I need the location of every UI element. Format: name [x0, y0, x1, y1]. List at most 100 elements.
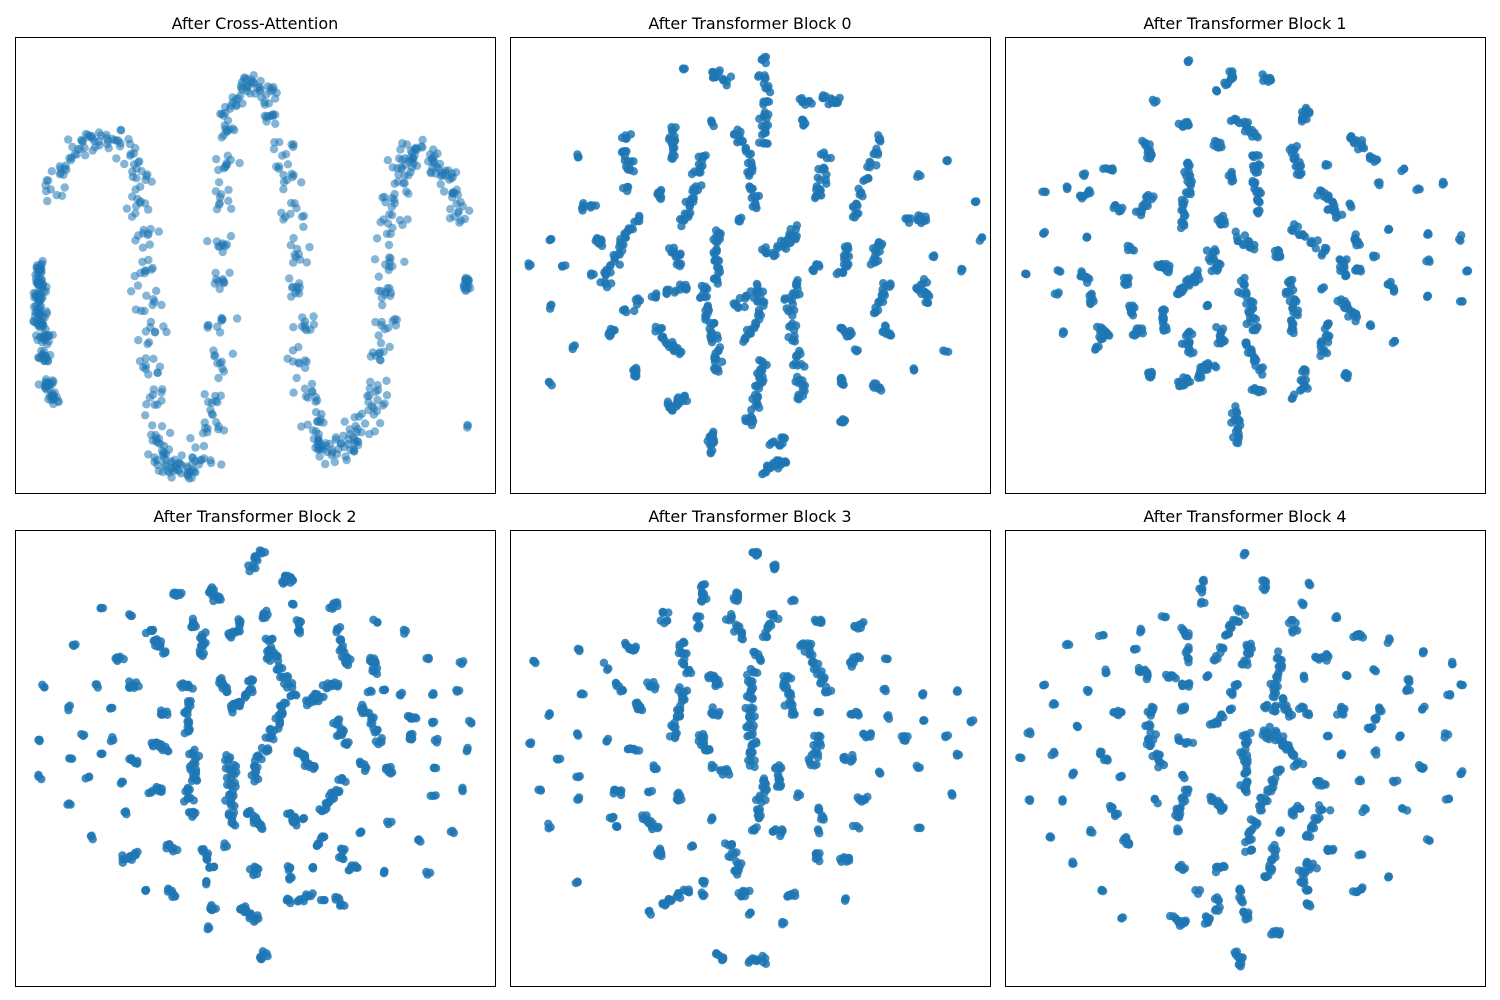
scatter-point [1255, 801, 1264, 811]
scatter-point [190, 467, 199, 476]
scatter-point [917, 218, 926, 228]
scatter-point [1228, 172, 1237, 182]
scatter-point [210, 352, 219, 361]
scatter-point [853, 652, 863, 661]
scatter-point [1322, 349, 1332, 358]
scatter-point [708, 814, 717, 823]
scatter-point [792, 231, 801, 241]
scatter-point [220, 682, 230, 691]
scatter-point [623, 182, 632, 192]
scatter-point [1253, 167, 1263, 177]
scatter-point [283, 571, 293, 581]
scatter-point [1370, 747, 1379, 757]
scatter-point [433, 734, 442, 744]
scatter-point [1385, 634, 1394, 643]
scatter-point [378, 685, 388, 695]
scatter-point [758, 287, 768, 296]
scatter-point [574, 773, 583, 782]
scatter-point [914, 170, 923, 179]
scatter-point [141, 411, 150, 420]
scatter-point [738, 136, 747, 146]
scatter-panel: After Transformer Block 4 [1005, 507, 1486, 987]
scatter-point [221, 124, 230, 133]
scatter-point [122, 204, 132, 213]
scatter-point [744, 171, 754, 180]
scatter-point [108, 703, 117, 713]
scatter-point [289, 690, 298, 699]
scatter-point [387, 202, 396, 212]
scatter-point [261, 613, 270, 622]
scatter-point [748, 694, 757, 704]
scatter-point [667, 405, 676, 415]
scatter-point [358, 709, 367, 718]
scatter-point [622, 134, 631, 143]
scatter-point [154, 438, 163, 448]
scatter-point [241, 902, 250, 911]
scatter-point [315, 417, 325, 427]
scatter-point [191, 754, 201, 763]
scatter-point [283, 160, 293, 169]
scatter-point [670, 733, 680, 743]
scatter-point [1101, 665, 1110, 674]
panel-title: After Transformer Block 1 [1143, 14, 1346, 33]
scatter-point [133, 847, 142, 857]
scatter-point [137, 306, 146, 316]
scatter-point [191, 443, 200, 452]
scatter-point [241, 690, 250, 699]
scatter-point [46, 350, 55, 360]
scatter-point [919, 689, 928, 698]
scatter-point [753, 668, 762, 677]
scatter-point [422, 867, 431, 877]
scatter-point [1197, 584, 1206, 593]
scatter-point [288, 142, 298, 152]
scatter-point [309, 761, 318, 771]
scatter-point [213, 322, 222, 331]
scatter-point [1126, 308, 1136, 317]
scatter-point [780, 434, 790, 443]
scatter-panel: After Cross-Attention [15, 14, 496, 494]
scatter-point [680, 284, 690, 293]
scatter-point [821, 175, 830, 185]
scatter-point [439, 187, 449, 196]
scatter-point [670, 137, 679, 146]
scatter-point [1250, 245, 1259, 254]
scatter-point [1418, 763, 1427, 772]
scatter-point [711, 366, 720, 375]
scatter-point [819, 163, 828, 172]
scatter-point [776, 236, 786, 245]
scatter-point [201, 628, 210, 637]
scatter-point [780, 295, 789, 304]
scatter-point [1248, 128, 1257, 137]
scatter-point [338, 774, 347, 783]
scatter-point [647, 786, 657, 796]
scatter-point [712, 245, 721, 254]
scatter-point [342, 739, 351, 748]
scatter-point [679, 215, 688, 225]
scatter-point [816, 150, 826, 159]
scatter-point [250, 777, 259, 786]
scatter-point [604, 330, 613, 339]
scatter-point [148, 421, 157, 430]
scatter-point [132, 759, 142, 768]
panel-title: After Transformer Block 3 [648, 507, 851, 526]
scatter-point [817, 616, 826, 626]
scatter-point [675, 683, 684, 692]
scatter-point [317, 410, 326, 419]
scatter-point [1240, 273, 1249, 283]
scatter-point [260, 100, 270, 109]
scatter-point [746, 326, 755, 335]
scatter-point [429, 690, 438, 699]
scatter-point [1118, 203, 1127, 213]
scatter-point [1083, 189, 1092, 199]
scatter-point [1062, 184, 1072, 194]
scatter-point [301, 363, 310, 373]
scatter-point [615, 238, 625, 247]
scatter-point [334, 679, 343, 689]
scatter-point [1254, 186, 1264, 196]
scatter-point [289, 388, 298, 397]
scatter-point [228, 124, 237, 133]
scatter-point [1294, 757, 1303, 766]
scatter-point [228, 708, 237, 717]
scatter-point [1059, 327, 1068, 336]
